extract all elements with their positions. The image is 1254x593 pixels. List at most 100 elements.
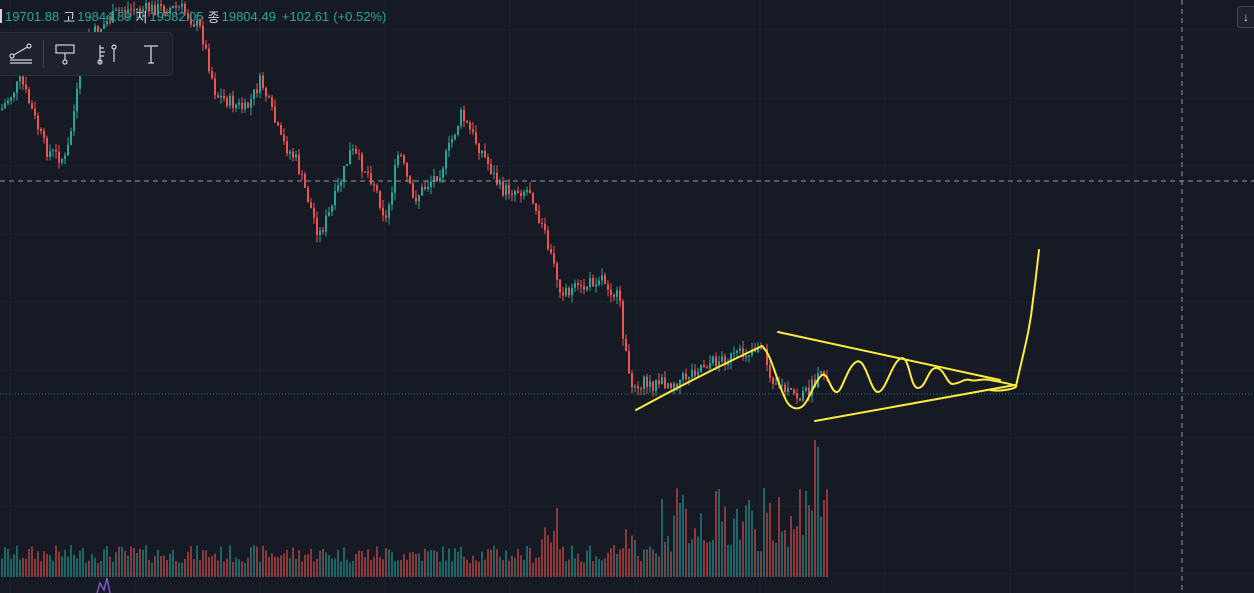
- volume-bar: [445, 560, 447, 577]
- volume-bar: [223, 561, 225, 577]
- candle-body: [625, 338, 627, 352]
- volume-bar: [691, 539, 693, 577]
- volume-bar: [334, 558, 336, 577]
- candle-body: [349, 150, 351, 165]
- candle-body: [643, 376, 645, 389]
- volume-bar: [256, 546, 258, 577]
- candle-body: [535, 203, 537, 211]
- candle-body: [376, 185, 378, 191]
- volume-bar: [214, 553, 216, 577]
- candle-body: [646, 376, 648, 387]
- candle-body: [772, 377, 774, 384]
- volume-bar: [748, 500, 750, 577]
- candle-body: [655, 380, 657, 392]
- candle-body: [487, 157, 489, 165]
- triangle-upper-line[interactable]: [777, 331, 1001, 381]
- volume-bar: [589, 545, 591, 577]
- candle-body: [565, 287, 567, 296]
- candle-body: [286, 141, 288, 154]
- volume-bar: [220, 546, 222, 577]
- volume-bar: [85, 562, 87, 577]
- volume-bar: [205, 550, 207, 577]
- volume-bar: [310, 548, 312, 577]
- volume-bar: [811, 510, 813, 577]
- text-tool-button[interactable]: [129, 33, 172, 75]
- volume-bar: [163, 555, 165, 577]
- candle-body: [604, 275, 606, 285]
- candle-body: [163, 5, 165, 14]
- volume-bar: [520, 555, 522, 577]
- ascending-trend-line[interactable]: [635, 345, 763, 411]
- volume-bar: [289, 558, 291, 577]
- volume-bar: [145, 545, 147, 577]
- candle-body: [22, 76, 24, 85]
- volume-bar: [61, 556, 63, 577]
- yellow-drawings[interactable]: [635, 249, 1040, 422]
- candle-body: [151, 4, 153, 12]
- volume-bar: [193, 559, 195, 577]
- candle-body: [526, 189, 528, 192]
- volume-bar: [19, 559, 21, 577]
- candle-body: [481, 150, 483, 154]
- volume-bar: [262, 545, 264, 577]
- volume-bar: [634, 539, 636, 577]
- scroll-to-realtime-button[interactable]: ↓: [1237, 6, 1254, 28]
- volume-bar: [217, 560, 219, 577]
- candle-body: [490, 164, 492, 175]
- candle-body: [16, 81, 18, 93]
- candle-body: [550, 249, 552, 254]
- long-position-tool-button[interactable]: [44, 33, 87, 75]
- volume-bar: [628, 548, 630, 577]
- candle-body: [370, 173, 372, 184]
- volume-bar: [601, 560, 603, 577]
- volume-bar: [142, 550, 144, 577]
- symbol-marker: [0, 9, 2, 23]
- candle-body: [433, 176, 435, 182]
- candle-body: [283, 134, 285, 142]
- volume-bar: [283, 553, 285, 577]
- candle-body: [124, 10, 126, 13]
- volume-bar: [547, 535, 549, 577]
- triangle-lower-line[interactable]: [814, 384, 1016, 422]
- volume-bar: [535, 557, 537, 577]
- volume-bar: [625, 529, 627, 577]
- volume-bar: [451, 561, 453, 577]
- fib-retracement-tool-button[interactable]: [87, 33, 130, 75]
- trend-line-tool-button[interactable]: [0, 33, 43, 75]
- candle-body: [256, 89, 258, 93]
- volume-bar: [757, 550, 759, 577]
- candle-body: [454, 134, 456, 140]
- volume-bar: [247, 557, 249, 577]
- volume-bar: [22, 557, 24, 577]
- volume-bar: [775, 543, 777, 577]
- candle-body: [244, 102, 246, 110]
- candle-body: [562, 292, 564, 296]
- wave-projection[interactable]: [761, 345, 1018, 410]
- candle-body: [673, 383, 675, 388]
- candle-body: [31, 103, 33, 109]
- candle-body: [661, 377, 663, 385]
- volume-bar: [286, 549, 288, 577]
- volume-bar: [472, 555, 474, 577]
- volume-bar: [130, 546, 132, 577]
- candle-body: [760, 348, 762, 350]
- volume-bar: [175, 561, 177, 577]
- candle-body: [271, 97, 273, 107]
- volume-bar: [745, 505, 747, 577]
- candle-body: [136, 8, 138, 11]
- candle-body: [133, 9, 135, 11]
- volume-bar: [31, 546, 33, 577]
- volume-bar: [343, 547, 345, 577]
- candle-body: [337, 185, 339, 192]
- candle-body: [331, 205, 333, 212]
- change-percent: (+0.52%): [333, 8, 387, 24]
- volume-bar: [358, 550, 360, 577]
- breakout-arrow[interactable]: [1015, 249, 1040, 387]
- volume-bar: [469, 562, 471, 577]
- volume-bar: [352, 560, 354, 577]
- candle-body: [73, 111, 75, 132]
- volume-bar: [157, 549, 159, 577]
- volume-bar: [67, 556, 69, 577]
- volume-bar: [151, 562, 153, 577]
